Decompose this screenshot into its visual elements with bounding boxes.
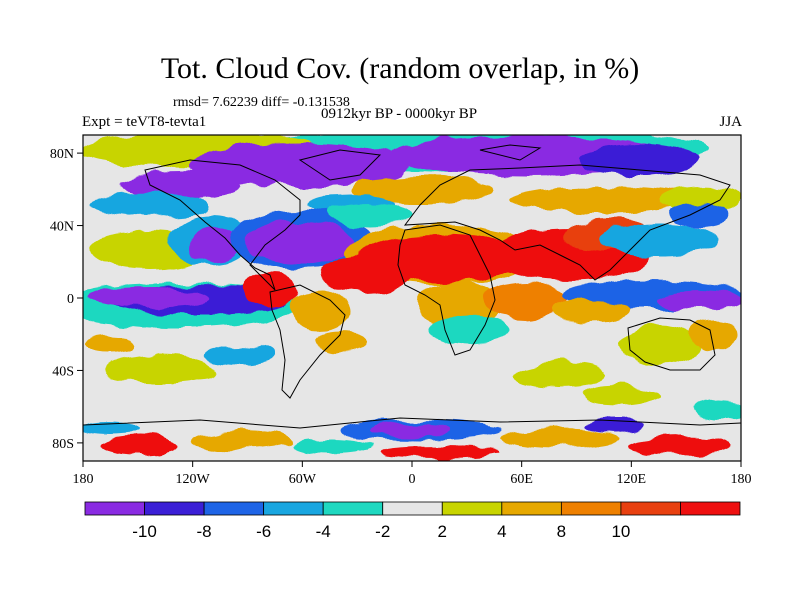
y-tick-label: 80S (52, 437, 74, 452)
colorbar-swatch (680, 501, 741, 516)
x-tick-label: 120E (617, 472, 647, 487)
y-tick-label: 40S (52, 364, 74, 379)
colorbar-label: -4 (316, 522, 331, 541)
y-axis: 80N 40N 0 40S 80S (50, 147, 83, 452)
y-tick-label: 0 (67, 292, 74, 307)
colorbar-swatch (144, 501, 205, 516)
colorbar-swatch (501, 501, 562, 516)
colorbar-label: 10 (611, 522, 630, 541)
y-tick-label: 80N (50, 147, 74, 162)
colorbar-swatch (560, 501, 622, 516)
colorbar: -10 -8 -6 -4 -2 2 4 8 10 (84, 501, 741, 541)
x-tick-label: 120W (176, 472, 211, 487)
colorbar-label: 4 (497, 522, 506, 541)
colorbar-swatch (382, 501, 443, 516)
colorbar-swatch (441, 501, 503, 516)
season-label: JJA (719, 114, 742, 130)
colorbar-label: 2 (438, 522, 447, 541)
x-tick-label: 180 (731, 472, 752, 487)
stats-label: rmsd= 7.62239 diff= -0.131538 (173, 95, 350, 110)
period-label: 0912kyr BP - 0000kyr BP (321, 106, 478, 122)
colorbar-label: 8 (557, 522, 566, 541)
x-tick-label: 60E (510, 472, 533, 487)
coastlines (83, 144, 741, 429)
colorbar-swatch (84, 501, 145, 516)
colorbar-swatch (263, 501, 324, 516)
y-tick-label: 40N (50, 220, 74, 235)
colorbar-label: -10 (132, 522, 157, 541)
colorbar-label: -2 (375, 522, 390, 541)
x-axis: 180 120W 60W 0 60E 120E 180 (73, 461, 752, 487)
colorbar-swatch (322, 501, 384, 516)
chart-title: Tot. Cloud Cov. (random overlap, in %) (160, 52, 640, 85)
x-tick-label: 60W (289, 472, 317, 487)
experiment-label: Expt = teVT8-tevta1 (82, 114, 207, 130)
x-tick-label: 180 (73, 472, 94, 487)
colorbar-label: -6 (256, 522, 271, 541)
colorbar-swatch (203, 501, 265, 516)
colorbar-swatch (620, 501, 681, 516)
x-tick-label: 0 (409, 472, 416, 487)
colorbar-label: -8 (197, 522, 212, 541)
